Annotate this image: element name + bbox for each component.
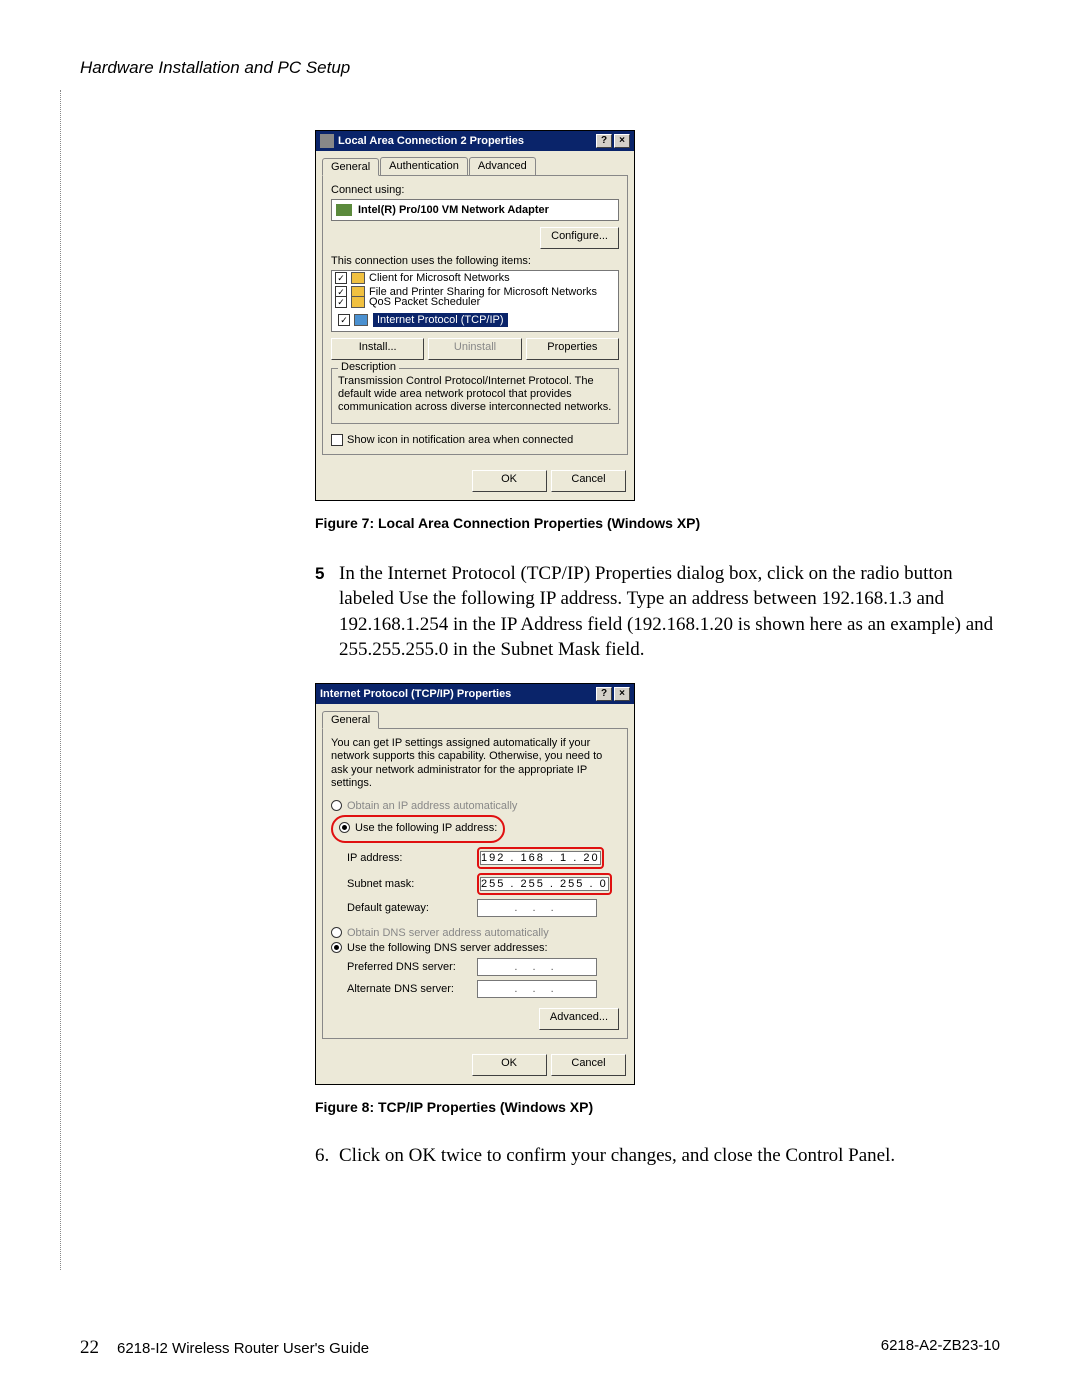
ip-fields: IP address: 192 . 168 . 1 . 20 Subnet ma… bbox=[347, 847, 619, 917]
step-5: 5 In the Internet Protocol (TCP/IP) Prop… bbox=[315, 561, 995, 664]
checkbox-icon[interactable] bbox=[331, 434, 343, 446]
item-label: QoS Packet Scheduler bbox=[369, 296, 480, 308]
radio-use-dns[interactable]: Use the following DNS server addresses: bbox=[331, 942, 619, 954]
radio-icon bbox=[331, 927, 342, 938]
items-label: This connection uses the following items… bbox=[331, 255, 619, 267]
preferred-dns-field[interactable]: . . . bbox=[477, 958, 597, 976]
radio-obtain-dns-auto: Obtain DNS server address automatically bbox=[331, 927, 619, 939]
properties-button[interactable]: Properties bbox=[526, 338, 619, 360]
highlight-box: 192 . 168 . 1 . 20 bbox=[477, 847, 604, 869]
window-title: Local Area Connection 2 Properties bbox=[338, 135, 594, 147]
nic-icon bbox=[336, 204, 352, 216]
tcpip-properties-dialog: Internet Protocol (TCP/IP) Properties ? … bbox=[315, 683, 635, 1085]
tab-general[interactable]: General bbox=[322, 158, 379, 176]
default-gateway-label: Default gateway: bbox=[347, 902, 477, 914]
tcpip-label: Internet Protocol (TCP/IP) bbox=[372, 312, 509, 328]
list-item[interactable]: ✓ QoS Packet Scheduler bbox=[332, 295, 483, 309]
radio-label: Use the following DNS server addresses: bbox=[347, 942, 548, 954]
step-text: In the Internet Protocol (TCP/IP) Proper… bbox=[339, 561, 995, 664]
ip-address-field[interactable]: 192 . 168 . 1 . 20 bbox=[480, 851, 601, 865]
ok-button[interactable]: OK bbox=[472, 1054, 547, 1076]
tab-panel: You can get IP settings assigned automat… bbox=[322, 729, 628, 1039]
guide-title: 6218-I2 Wireless Router User's Guide bbox=[117, 1340, 369, 1357]
titlebar[interactable]: Internet Protocol (TCP/IP) Properties ? … bbox=[316, 684, 634, 704]
window-title: Internet Protocol (TCP/IP) Properties bbox=[320, 688, 594, 700]
cancel-button[interactable]: Cancel bbox=[551, 470, 626, 492]
dns-fields: Preferred DNS server: . . . Alternate DN… bbox=[347, 958, 619, 998]
cancel-button[interactable]: Cancel bbox=[551, 1054, 626, 1076]
alternate-dns-field[interactable]: . . . bbox=[477, 980, 597, 998]
page-footer: 22 6218-I2 Wireless Router User's Guide … bbox=[80, 1337, 1000, 1359]
tab-authentication[interactable]: Authentication bbox=[380, 157, 468, 175]
tab-general[interactable]: General bbox=[322, 711, 379, 729]
titlebar[interactable]: Local Area Connection 2 Properties ? × bbox=[316, 131, 634, 151]
connect-using-label: Connect using: bbox=[331, 184, 619, 196]
preferred-dns-label: Preferred DNS server: bbox=[347, 961, 477, 973]
left-margin-rule bbox=[60, 90, 61, 1270]
client-icon bbox=[351, 272, 365, 284]
close-button[interactable]: × bbox=[614, 134, 630, 148]
tab-strip: General Authentication Advanced bbox=[322, 157, 628, 176]
radio-label: Obtain DNS server address automatically bbox=[347, 927, 549, 939]
description-legend: Description bbox=[338, 361, 399, 373]
radio-icon bbox=[339, 822, 350, 833]
help-button[interactable]: ? bbox=[596, 134, 612, 148]
highlight-oval: Use the following IP address: bbox=[331, 815, 505, 843]
default-gateway-field[interactable]: . . . bbox=[477, 899, 597, 917]
protocol-icon bbox=[354, 314, 368, 326]
highlight-box: 255 . 255 . 255 . 0 bbox=[477, 873, 612, 895]
step-number: 5 bbox=[315, 563, 339, 666]
install-button[interactable]: Install... bbox=[331, 338, 424, 360]
figure-7-caption: Figure 7: Local Area Connection Properti… bbox=[315, 515, 995, 531]
tab-panel: Connect using: Intel(R) Pro/100 VM Netwo… bbox=[322, 176, 628, 455]
item-label: Client for Microsoft Networks bbox=[369, 272, 510, 284]
radio-label: Use the following IP address: bbox=[355, 822, 497, 834]
checkbox-icon[interactable]: ✓ bbox=[335, 296, 347, 308]
tab-advanced[interactable]: Advanced bbox=[469, 157, 536, 175]
tab-strip: General bbox=[322, 710, 628, 729]
main-content: Local Area Connection 2 Properties ? × G… bbox=[315, 130, 995, 1167]
service-icon bbox=[351, 296, 365, 308]
components-listbox[interactable]: ✓ Client for Microsoft Networks ✓ File a… bbox=[331, 270, 619, 332]
radio-icon bbox=[331, 800, 342, 811]
lan-properties-dialog: Local Area Connection 2 Properties ? × G… bbox=[315, 130, 635, 501]
radio-use-ip[interactable]: Use the following IP address: bbox=[339, 822, 497, 834]
page-number: 22 bbox=[80, 1337, 99, 1359]
step-number: 6. bbox=[315, 1145, 339, 1167]
radio-label: Obtain an IP address automatically bbox=[347, 800, 517, 812]
show-icon-row[interactable]: Show icon in notification area when conn… bbox=[331, 434, 619, 446]
description-text: Transmission Control Protocol/Internet P… bbox=[338, 375, 612, 415]
window-icon bbox=[320, 134, 334, 148]
uninstall-button: Uninstall bbox=[428, 338, 521, 360]
description-group: Description Transmission Control Protoco… bbox=[331, 368, 619, 424]
ok-button[interactable]: OK bbox=[472, 470, 547, 492]
list-item[interactable]: ✓ Client for Microsoft Networks bbox=[332, 271, 618, 285]
page-header: Hardware Installation and PC Setup bbox=[80, 58, 350, 78]
ip-address-label: IP address: bbox=[347, 852, 477, 864]
radio-icon bbox=[331, 942, 342, 953]
intro-text: You can get IP settings assigned automat… bbox=[331, 737, 619, 790]
subnet-mask-field[interactable]: 255 . 255 . 255 . 0 bbox=[480, 877, 609, 891]
radio-obtain-ip-auto[interactable]: Obtain an IP address automatically bbox=[331, 800, 619, 812]
checkbox-icon[interactable]: ✓ bbox=[335, 272, 347, 284]
step-6: 6. Click on OK twice to confirm your cha… bbox=[315, 1145, 995, 1167]
subnet-mask-label: Subnet mask: bbox=[347, 878, 477, 890]
figure-8-caption: Figure 8: TCP/IP Properties (Windows XP) bbox=[315, 1099, 995, 1115]
help-button[interactable]: ? bbox=[596, 687, 612, 701]
adapter-name: Intel(R) Pro/100 VM Network Adapter bbox=[358, 204, 549, 216]
alternate-dns-label: Alternate DNS server: bbox=[347, 983, 477, 995]
show-icon-label: Show icon in notification area when conn… bbox=[347, 434, 573, 446]
checkbox-icon[interactable]: ✓ bbox=[338, 314, 350, 326]
close-button[interactable]: × bbox=[614, 687, 630, 701]
configure-button[interactable]: Configure... bbox=[540, 227, 619, 249]
step-text: Click on OK twice to confirm your change… bbox=[339, 1145, 895, 1167]
adapter-field[interactable]: Intel(R) Pro/100 VM Network Adapter bbox=[331, 199, 619, 221]
document-id: 6218-A2-ZB23-10 bbox=[881, 1337, 1000, 1359]
list-item-selected[interactable]: ✓ Internet Protocol (TCP/IP) bbox=[335, 311, 512, 329]
advanced-button[interactable]: Advanced... bbox=[539, 1008, 619, 1030]
